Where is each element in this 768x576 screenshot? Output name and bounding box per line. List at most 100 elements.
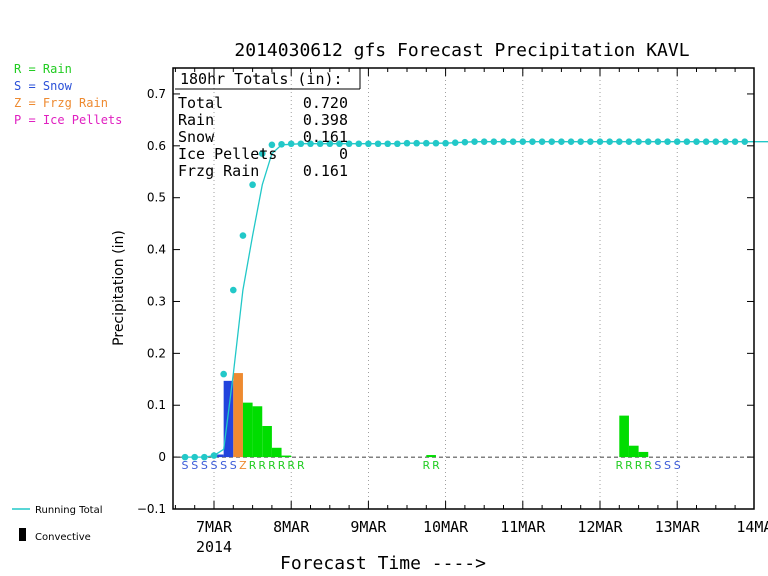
precip-type-letter: S bbox=[230, 459, 237, 472]
running-total-point bbox=[345, 140, 353, 148]
precip-type-letter: Z bbox=[239, 459, 247, 472]
running-total-point bbox=[181, 453, 189, 461]
running-total-point bbox=[635, 138, 642, 145]
running-total-point bbox=[490, 138, 498, 145]
running-total-point bbox=[471, 138, 478, 145]
precip-bar bbox=[262, 425, 272, 458]
running-total-point bbox=[210, 452, 218, 459]
y-tick-label: −0.1 bbox=[137, 502, 166, 516]
running-total-point bbox=[326, 140, 334, 148]
precip-type-letter: R bbox=[278, 459, 286, 472]
totals-row-value: 0.398 bbox=[303, 111, 348, 129]
totals-row-label: Total bbox=[178, 94, 223, 112]
running-total-point bbox=[432, 139, 440, 147]
totals-row-value: 0.720 bbox=[303, 94, 348, 112]
precip-bar bbox=[628, 445, 639, 458]
totals-box: 180hr Totals (in): Total 0.720 Rain 0.398 Sn… bbox=[175, 68, 361, 180]
running-total-point bbox=[587, 138, 594, 145]
totals-row-value: 0.161 bbox=[303, 162, 348, 180]
running-total-point bbox=[567, 138, 575, 145]
running-total-point bbox=[249, 181, 256, 189]
y-tick-label: 0.6 bbox=[147, 139, 166, 153]
running-total-point bbox=[654, 138, 662, 145]
precip-type-letter: S bbox=[211, 459, 218, 472]
running-total-point bbox=[480, 138, 488, 145]
running-total-point bbox=[413, 139, 420, 147]
precip-type-letter: R bbox=[297, 459, 305, 472]
running-total-point bbox=[384, 140, 392, 148]
totals-row-value: 0.161 bbox=[303, 128, 348, 146]
running-total-point bbox=[287, 140, 295, 148]
precip-bar bbox=[638, 451, 649, 458]
precip-type-letter: S bbox=[191, 459, 198, 472]
running-total-point bbox=[307, 140, 314, 148]
running-total-point bbox=[664, 138, 671, 145]
running-total-line bbox=[185, 141, 768, 458]
chart-title: 2014030612 gfs Forecast Precipitation KA… bbox=[234, 40, 689, 61]
precip-type-letter: S bbox=[220, 459, 227, 472]
running-total-point bbox=[616, 138, 623, 145]
running-total-point bbox=[529, 138, 536, 145]
precip-type-letter: R bbox=[268, 459, 276, 472]
x-tick-label: 13MAR bbox=[655, 518, 701, 536]
running-total-point bbox=[191, 453, 198, 461]
series-legend: Running Total Convective bbox=[12, 505, 103, 543]
x-axis: 7MAR 8MAR 9MAR 10MAR 11MAR 12MAR 13MAR 14MA 2014 bbox=[174, 68, 768, 556]
x-year-label: 2014 bbox=[196, 538, 232, 556]
running-total-point bbox=[683, 138, 691, 145]
y-tick-label: 0.4 bbox=[147, 243, 166, 257]
precip-bar bbox=[426, 455, 436, 458]
running-total-point bbox=[316, 140, 324, 148]
precip-type-letter: R bbox=[422, 459, 430, 472]
y-tick-label: 0.3 bbox=[147, 294, 166, 308]
precip-bar bbox=[252, 406, 263, 458]
convective-legend-label: Convective bbox=[35, 532, 91, 543]
running-total-point bbox=[403, 139, 411, 147]
precip-type-letter: S bbox=[654, 459, 661, 472]
running-total-point bbox=[644, 138, 652, 145]
totals-row-label: Frzg Rain bbox=[178, 162, 259, 180]
running-total-point bbox=[712, 138, 720, 145]
y-tick-label: 0.2 bbox=[147, 346, 166, 360]
x-tick-label: 9MAR bbox=[350, 518, 387, 536]
running-total-point bbox=[365, 140, 372, 148]
running-total-point bbox=[297, 140, 305, 148]
running-total-point bbox=[394, 140, 401, 148]
precip-type-letter: R bbox=[287, 459, 295, 472]
running-total-legend-label: Running Total bbox=[35, 505, 103, 516]
running-total-point bbox=[577, 138, 584, 145]
totals-row-value: 0 bbox=[339, 145, 348, 163]
totals-row-label: Snow bbox=[178, 128, 215, 146]
precip-type-letter: R bbox=[635, 459, 643, 472]
running-total-point bbox=[509, 138, 517, 145]
x-tick-label: 14MA bbox=[736, 518, 768, 536]
running-total-point bbox=[423, 139, 430, 147]
y-tick-label: 0.5 bbox=[147, 191, 166, 205]
running-total-point bbox=[500, 138, 507, 145]
running-total-point bbox=[461, 138, 469, 146]
running-total-point bbox=[239, 232, 247, 239]
running-total-point bbox=[519, 138, 527, 145]
precip-type-legend: R = Rain S = Snow Z = Frzg Rain P = Ice … bbox=[14, 62, 122, 127]
precip-bar bbox=[242, 402, 253, 458]
precip-type-letter: R bbox=[432, 459, 440, 472]
running-total-point bbox=[220, 370, 227, 378]
precip-bar bbox=[233, 373, 243, 458]
precip-bar bbox=[619, 415, 629, 458]
precip-type-letter: S bbox=[182, 459, 189, 472]
running-total-point bbox=[606, 138, 613, 145]
legend-ice-pellets: P = Ice Pellets bbox=[14, 113, 122, 127]
precip-type-letter: R bbox=[258, 459, 266, 472]
running-total-point bbox=[558, 138, 565, 145]
x-tick-label: 10MAR bbox=[423, 518, 469, 536]
bars bbox=[214, 373, 649, 458]
precip-type-letter: S bbox=[201, 459, 208, 472]
y-tick-label: 0 bbox=[158, 450, 166, 464]
running-total-point bbox=[336, 140, 343, 148]
running-total-point bbox=[268, 141, 276, 149]
totals-header: 180hr Totals (in): bbox=[180, 70, 343, 88]
convective-legend-swatch bbox=[19, 528, 26, 541]
running-total-point bbox=[625, 138, 633, 145]
running-total-point bbox=[693, 138, 700, 145]
